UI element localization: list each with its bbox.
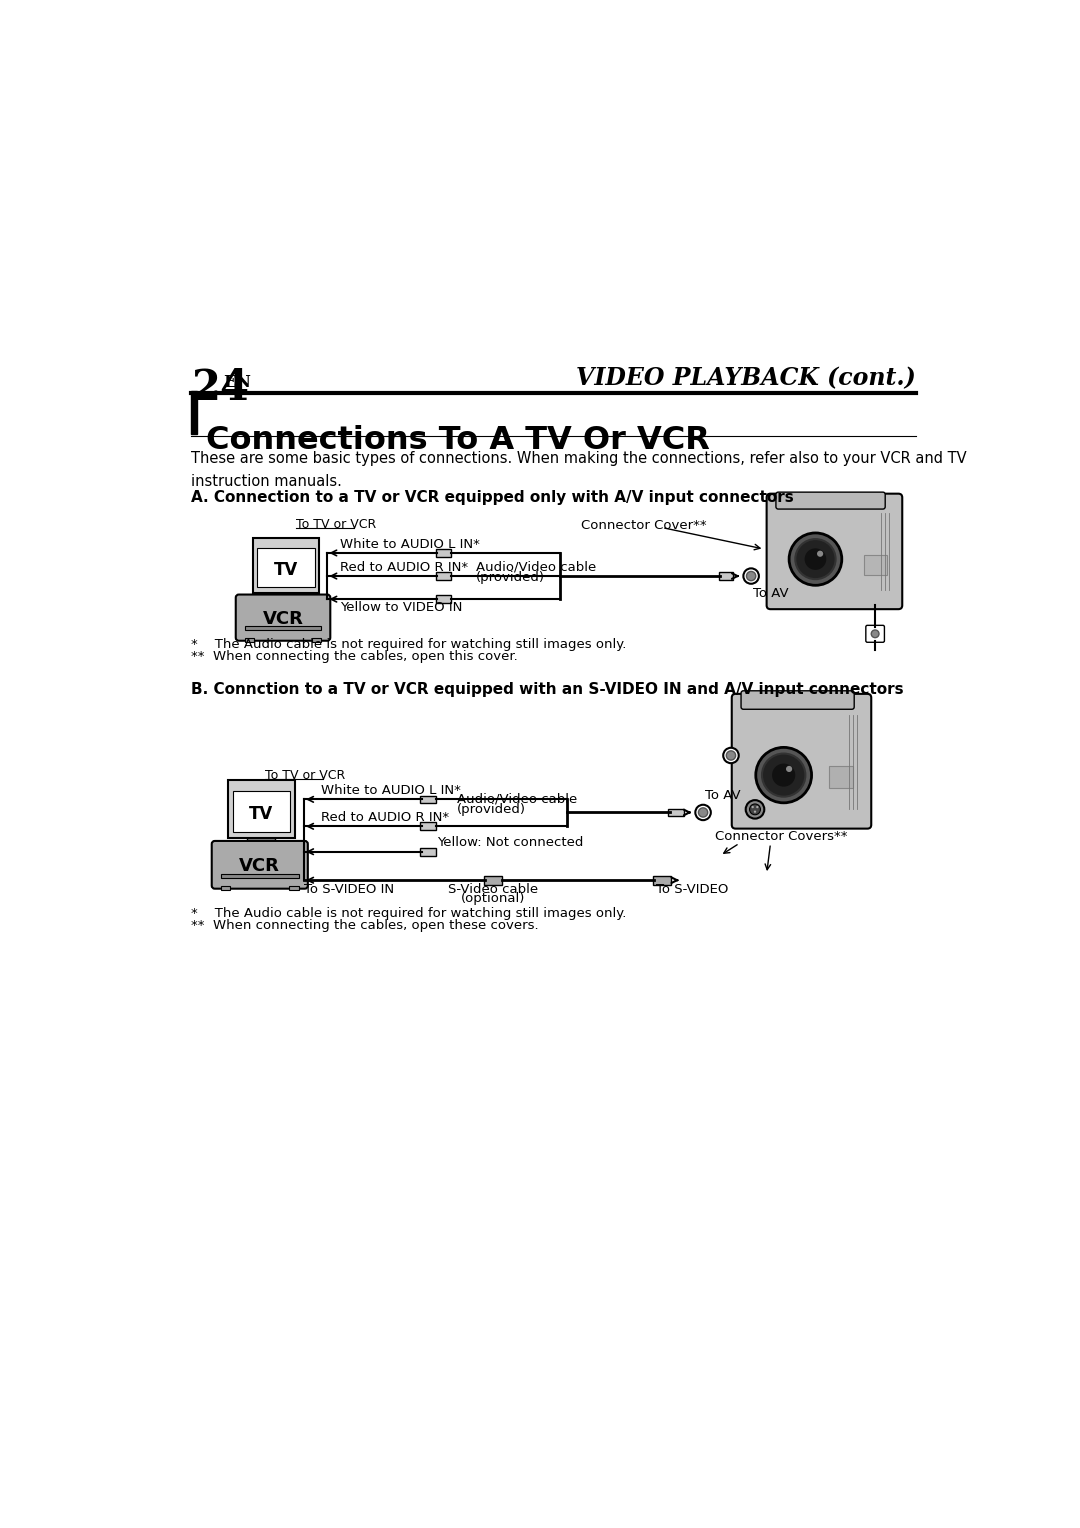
Bar — [420, 822, 435, 830]
Circle shape — [805, 549, 826, 570]
Text: White to AUDIO L IN*: White to AUDIO L IN* — [340, 538, 481, 550]
Bar — [420, 848, 435, 856]
Circle shape — [754, 810, 756, 813]
Circle shape — [756, 805, 758, 808]
Bar — [435, 549, 451, 556]
Circle shape — [762, 753, 806, 796]
Text: (optional): (optional) — [461, 892, 525, 905]
Bar — [221, 886, 230, 891]
FancyBboxPatch shape — [866, 625, 885, 642]
Text: Connector Cover**: Connector Cover** — [581, 520, 707, 532]
Text: **  When connecting the cables, open these covers.: ** When connecting the cables, open thes… — [191, 920, 539, 932]
Bar — [221, 874, 298, 879]
Text: To AV: To AV — [754, 587, 789, 601]
FancyBboxPatch shape — [253, 538, 320, 593]
Bar — [312, 637, 321, 642]
Text: To AV: To AV — [704, 788, 740, 802]
Text: VCR: VCR — [240, 857, 280, 876]
Bar — [718, 571, 732, 581]
Text: White to AUDIO L IN*: White to AUDIO L IN* — [321, 784, 461, 798]
Circle shape — [772, 764, 795, 787]
Text: Yellow to VIDEO IN: Yellow to VIDEO IN — [340, 602, 462, 614]
Circle shape — [745, 801, 765, 819]
Text: **  When connecting the cables, open this cover.: ** When connecting the cables, open this… — [191, 649, 517, 663]
Circle shape — [699, 808, 707, 817]
Text: (provided): (provided) — [457, 804, 526, 816]
Bar — [864, 555, 887, 575]
Bar — [828, 766, 853, 788]
Bar — [435, 596, 451, 604]
FancyBboxPatch shape — [732, 694, 872, 828]
Circle shape — [746, 571, 756, 581]
Circle shape — [752, 805, 754, 808]
Circle shape — [696, 805, 711, 821]
Text: A. Connection to a TV or VCR equipped only with A/V input connectors: A. Connection to a TV or VCR equipped on… — [191, 490, 794, 504]
Text: VCR: VCR — [262, 610, 303, 628]
Text: *    The Audio cable is not required for watching still images only.: * The Audio cable is not required for wa… — [191, 637, 626, 651]
Circle shape — [795, 539, 836, 579]
FancyBboxPatch shape — [741, 691, 854, 709]
Text: Audio/Video cable: Audio/Video cable — [476, 561, 596, 573]
Bar — [652, 876, 672, 885]
Text: Connections To A TV Or VCR: Connections To A TV Or VCR — [206, 425, 711, 457]
Circle shape — [872, 630, 879, 637]
Text: *    The Audio cable is not required for watching still images only.: * The Audio cable is not required for wa… — [191, 908, 626, 920]
Text: To S-VIDEO IN: To S-VIDEO IN — [303, 883, 394, 895]
Text: To TV or VCR: To TV or VCR — [266, 769, 346, 781]
Circle shape — [816, 550, 823, 556]
Circle shape — [750, 804, 760, 814]
Text: Connector Covers**: Connector Covers** — [715, 830, 847, 843]
Bar — [435, 571, 451, 581]
Bar — [245, 637, 255, 642]
Text: EN: EN — [224, 373, 252, 391]
Text: VIDEO PLAYBACK (cont.): VIDEO PLAYBACK (cont.) — [577, 367, 916, 391]
Circle shape — [727, 750, 735, 759]
Text: To TV or VCR: To TV or VCR — [296, 518, 377, 532]
FancyBboxPatch shape — [212, 840, 308, 889]
FancyBboxPatch shape — [767, 494, 902, 610]
Bar — [247, 837, 275, 843]
Circle shape — [789, 533, 841, 585]
Text: Audio/Video cable: Audio/Video cable — [457, 793, 577, 805]
Text: (provided): (provided) — [476, 571, 545, 584]
Bar — [289, 886, 298, 891]
Circle shape — [743, 568, 759, 584]
Bar — [257, 549, 314, 587]
FancyBboxPatch shape — [235, 594, 330, 640]
Text: To S-VIDEO: To S-VIDEO — [656, 883, 728, 895]
Bar — [232, 792, 291, 831]
Text: TV: TV — [274, 561, 298, 579]
Bar — [420, 796, 435, 804]
FancyBboxPatch shape — [775, 492, 886, 509]
Bar — [191, 391, 197, 434]
Text: TV: TV — [249, 805, 273, 822]
Text: 24: 24 — [191, 367, 248, 408]
Circle shape — [756, 747, 811, 802]
Bar — [484, 876, 502, 885]
Circle shape — [724, 747, 739, 762]
Text: Yellow: Not connected: Yellow: Not connected — [437, 836, 583, 850]
Circle shape — [786, 766, 793, 772]
Bar — [669, 808, 684, 816]
Text: These are some basic types of connections. When making the connections, refer al: These are some basic types of connection… — [191, 451, 967, 489]
Bar — [272, 593, 300, 599]
Bar — [245, 626, 321, 630]
Text: Red to AUDIO R IN*: Red to AUDIO R IN* — [340, 561, 469, 573]
Text: B. Connction to a TV or VCR equipped with an S-VIDEO IN and A/V input connectors: B. Connction to a TV or VCR equipped wit… — [191, 681, 904, 697]
Text: Red to AUDIO R IN*: Red to AUDIO R IN* — [321, 811, 449, 824]
FancyBboxPatch shape — [228, 781, 295, 837]
Text: S-Video cable: S-Video cable — [448, 883, 538, 895]
